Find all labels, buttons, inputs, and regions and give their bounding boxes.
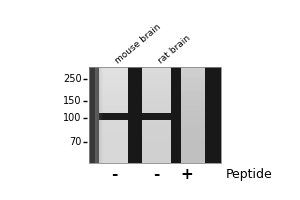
Text: mouse brain: mouse brain xyxy=(114,22,163,66)
Bar xyxy=(99,110,128,115)
Bar xyxy=(99,134,128,139)
Bar xyxy=(99,105,128,110)
Bar xyxy=(205,67,221,163)
Bar xyxy=(99,91,128,96)
Bar xyxy=(89,67,99,163)
Bar xyxy=(94,67,96,163)
Text: +: + xyxy=(180,167,193,182)
Bar xyxy=(89,67,94,163)
Bar xyxy=(182,153,205,158)
Bar xyxy=(142,129,171,134)
Bar xyxy=(142,113,171,120)
Bar xyxy=(142,158,171,163)
Bar xyxy=(182,81,205,86)
Bar xyxy=(99,101,128,105)
Bar xyxy=(182,148,205,153)
Bar xyxy=(142,105,171,110)
Bar xyxy=(142,81,171,86)
Bar xyxy=(142,72,171,77)
Bar xyxy=(99,153,128,158)
Bar xyxy=(99,96,128,101)
Bar xyxy=(128,67,142,163)
Bar xyxy=(142,77,171,81)
Bar xyxy=(182,96,205,101)
Bar xyxy=(89,67,221,163)
Bar xyxy=(182,91,205,96)
Bar xyxy=(142,148,171,153)
Bar xyxy=(99,129,128,134)
Bar xyxy=(182,134,205,139)
Bar xyxy=(182,86,205,91)
Bar xyxy=(142,110,171,115)
Bar xyxy=(182,158,205,163)
Text: -: - xyxy=(111,167,117,182)
Bar xyxy=(142,86,171,91)
Bar xyxy=(99,67,128,72)
Bar xyxy=(142,139,171,144)
Text: 100: 100 xyxy=(63,113,82,123)
Bar xyxy=(182,77,205,81)
Bar xyxy=(96,67,97,163)
Bar xyxy=(102,67,103,163)
Bar xyxy=(142,124,171,129)
Bar xyxy=(99,67,128,163)
Bar xyxy=(182,124,205,129)
Bar xyxy=(182,101,205,105)
Text: -: - xyxy=(153,167,159,182)
Bar xyxy=(182,139,205,144)
Bar xyxy=(99,158,128,163)
Bar xyxy=(99,139,128,144)
Bar xyxy=(171,67,182,163)
Bar xyxy=(182,105,205,110)
Bar xyxy=(99,72,128,77)
Bar xyxy=(99,81,128,86)
Bar xyxy=(182,144,205,148)
Bar xyxy=(99,113,128,120)
Text: Peptide: Peptide xyxy=(226,168,272,181)
Bar xyxy=(99,120,128,124)
Bar xyxy=(99,86,128,91)
Bar xyxy=(99,77,128,81)
Bar xyxy=(142,91,171,96)
Bar xyxy=(100,67,101,163)
Bar xyxy=(182,72,205,77)
Bar xyxy=(99,67,100,163)
Bar xyxy=(142,144,171,148)
Bar xyxy=(142,101,171,105)
Bar xyxy=(182,120,205,124)
Bar xyxy=(142,67,171,72)
Bar xyxy=(97,67,98,163)
Bar xyxy=(142,134,171,139)
Text: rat brain: rat brain xyxy=(156,34,192,66)
Bar xyxy=(142,153,171,158)
Bar xyxy=(98,67,99,163)
Bar xyxy=(182,115,205,120)
Bar xyxy=(142,115,171,120)
Bar xyxy=(142,120,171,124)
Bar xyxy=(182,67,205,72)
Bar xyxy=(101,67,102,163)
Bar xyxy=(99,144,128,148)
Bar xyxy=(99,148,128,153)
Bar xyxy=(142,67,171,163)
Bar xyxy=(182,67,205,163)
Bar xyxy=(99,124,128,129)
Text: 150: 150 xyxy=(63,96,82,106)
Bar xyxy=(142,96,171,101)
Bar xyxy=(99,115,128,120)
Text: 250: 250 xyxy=(63,74,82,84)
Text: 70: 70 xyxy=(69,137,82,147)
Bar xyxy=(182,110,205,115)
Bar xyxy=(182,129,205,134)
